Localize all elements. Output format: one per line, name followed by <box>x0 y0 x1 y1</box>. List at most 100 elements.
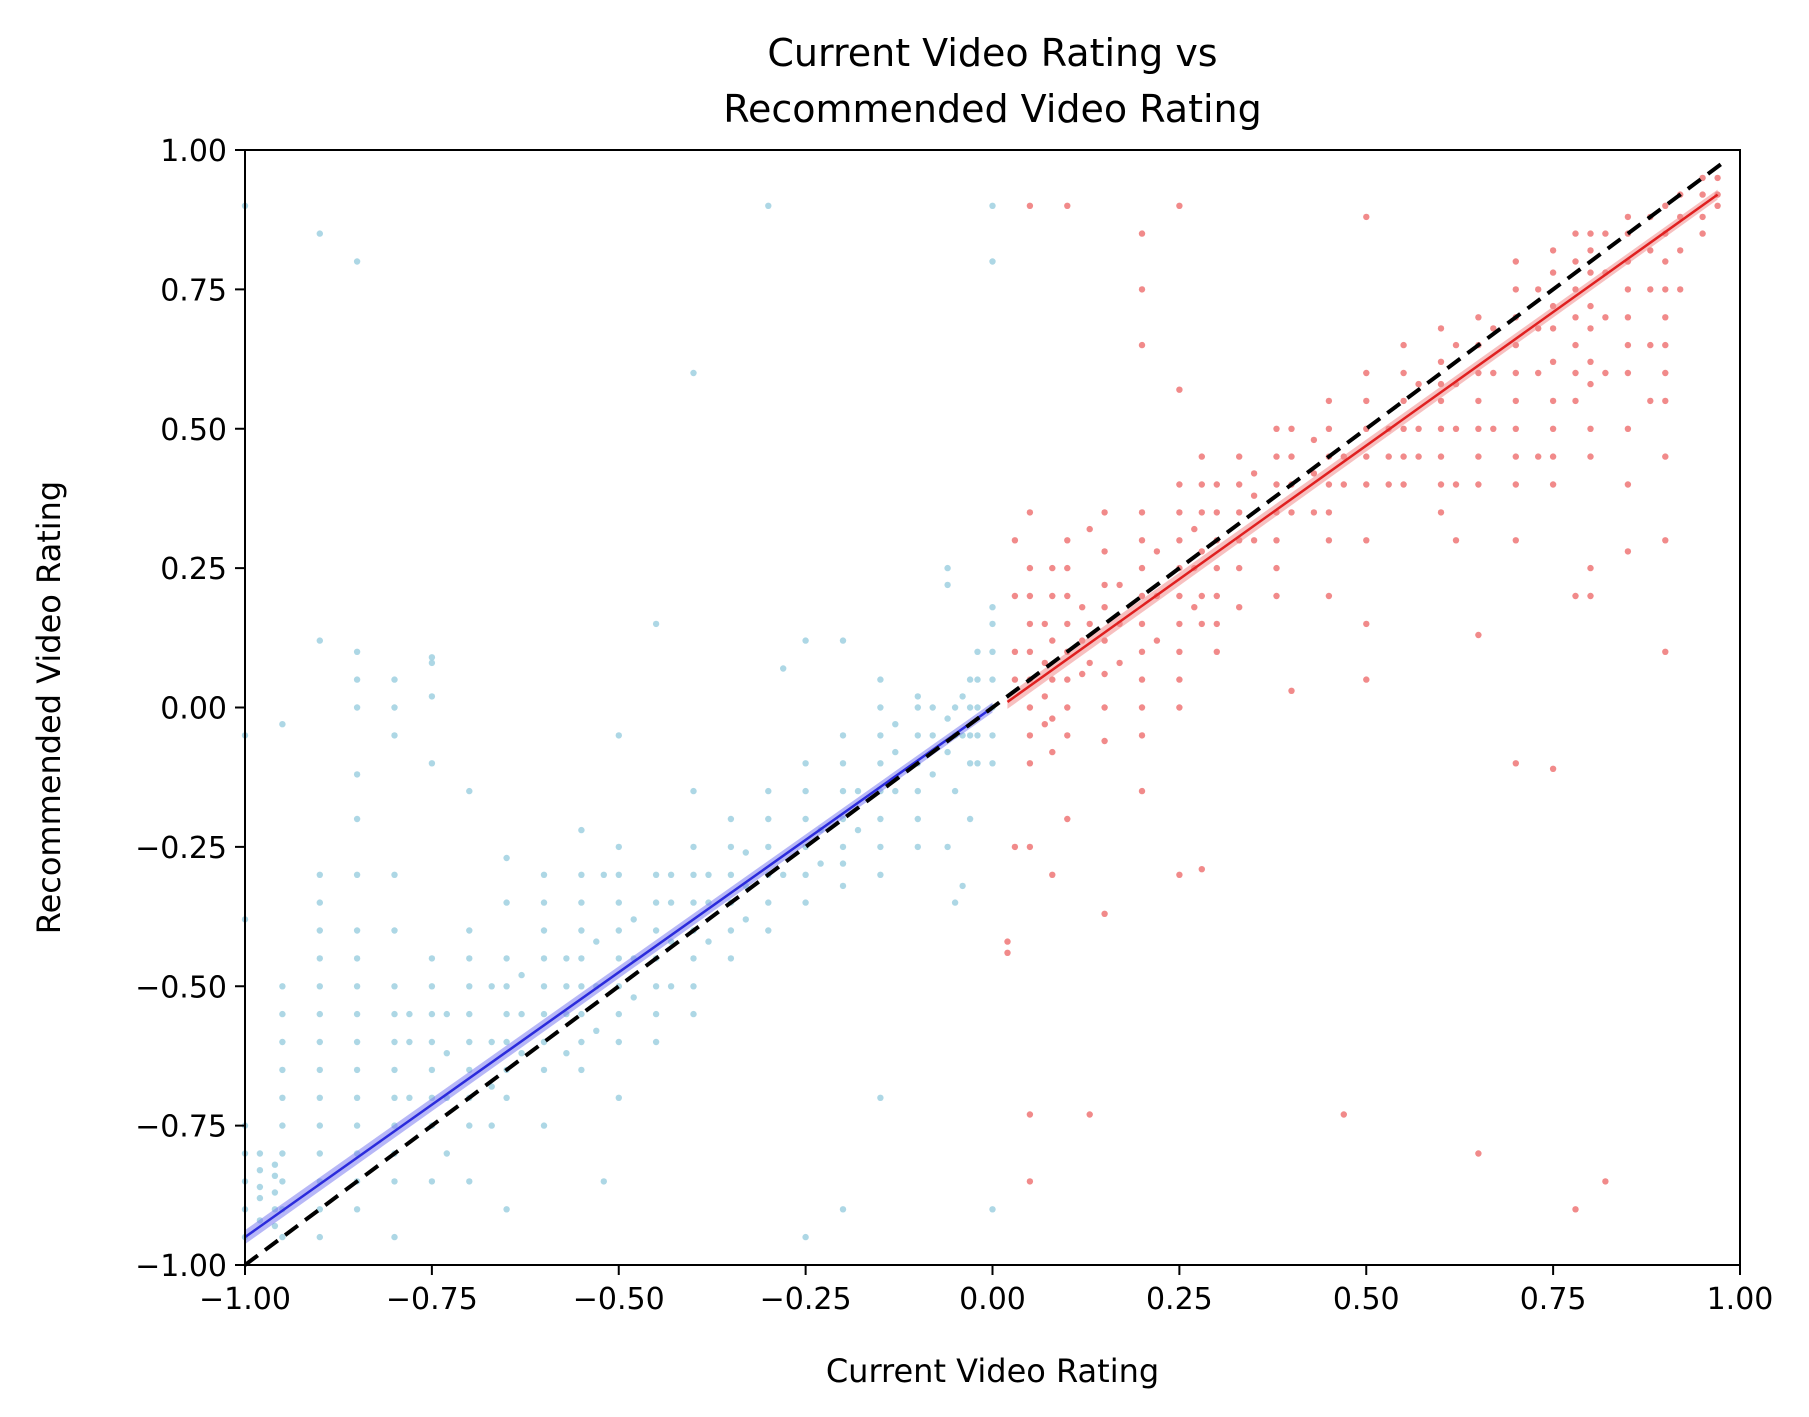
data-point-s1-14 <box>1026 704 1034 711</box>
data-point-s0-256 <box>959 882 966 890</box>
data-point-s1-146 <box>1363 620 1370 628</box>
data-point-s1-177 <box>1475 425 1482 432</box>
data-point-s0-267 <box>974 676 981 683</box>
data-point-s1-133 <box>1325 509 1333 516</box>
data-point-s1-134 <box>1325 537 1333 544</box>
data-point-s0-246 <box>929 704 936 711</box>
data-point-s1-263 <box>1677 247 1684 254</box>
data-point-s1-27 <box>1049 676 1056 683</box>
data-point-s1-43 <box>1079 670 1086 678</box>
data-point-s1-52 <box>1101 670 1108 678</box>
data-point-s1-161 <box>1437 358 1445 365</box>
data-point-s0-21 <box>279 1150 286 1157</box>
data-point-s0-217 <box>839 843 847 851</box>
data-point-s1-61 <box>1138 286 1146 293</box>
data-point-s1-102 <box>1213 592 1221 600</box>
data-point-s0-88 <box>428 760 436 767</box>
data-point-s0-131 <box>563 1050 570 1057</box>
data-point-s0-258 <box>959 693 966 700</box>
data-point-s1-11 <box>1026 620 1034 628</box>
data-point-s0-166 <box>652 927 660 934</box>
data-point-s0-102 <box>466 983 473 990</box>
data-point-s0-225 <box>877 1094 884 1102</box>
reference-line <box>243 159 1727 1267</box>
data-point-s0-92 <box>443 1150 450 1157</box>
data-point-s1-235 <box>1624 213 1632 221</box>
data-point-s1-5 <box>1011 592 1019 600</box>
data-point-s0-120 <box>518 1010 525 1018</box>
data-point-s1-153 <box>1400 397 1407 405</box>
data-point-s1-129 <box>1325 397 1333 405</box>
fit-line-1 <box>1006 193 1719 703</box>
data-point-s1-112 <box>1250 492 1258 499</box>
data-point-s1-171 <box>1452 481 1460 488</box>
data-point-s0-185 <box>705 871 712 878</box>
data-point-s1-240 <box>1624 341 1632 349</box>
data-point-s0-180 <box>690 843 697 851</box>
data-point-s0-222 <box>839 637 847 644</box>
data-point-s0-224 <box>854 787 862 795</box>
data-point-s0-276 <box>989 1206 996 1213</box>
data-point-s1-21 <box>1041 659 1049 667</box>
data-point-s0-33 <box>316 1122 323 1129</box>
data-point-s0-142 <box>578 871 585 878</box>
data-point-s0-126 <box>540 983 548 990</box>
data-point-s1-208 <box>1549 481 1557 488</box>
data-point-s0-144 <box>593 1027 600 1035</box>
data-point-s1-168 <box>1452 341 1460 349</box>
data-point-s0-250 <box>944 581 951 589</box>
data-point-s0-40 <box>316 927 323 934</box>
data-point-s1-73 <box>1153 548 1161 555</box>
data-point-s0-263 <box>966 676 974 683</box>
data-point-s0-245 <box>929 732 936 739</box>
data-point-s0-45 <box>353 1206 361 1213</box>
data-point-s0-86 <box>428 983 436 990</box>
data-point-s1-221 <box>1587 269 1594 276</box>
data-point-s0-68 <box>391 1066 398 1074</box>
data-point-s1-143 <box>1363 453 1370 460</box>
data-point-s0-253 <box>951 787 959 795</box>
data-point-s0-27 <box>279 983 286 990</box>
data-point-s0-164 <box>652 983 660 990</box>
data-point-s0-228 <box>877 815 884 823</box>
data-point-s1-249 <box>1647 397 1654 405</box>
data-point-s0-242 <box>914 704 921 711</box>
data-point-s0-18 <box>279 1233 286 1241</box>
data-point-s1-121 <box>1288 425 1295 432</box>
data-point-s0-127 <box>540 955 548 962</box>
data-point-s0-148 <box>600 871 607 878</box>
data-point-s1-71 <box>1138 732 1146 739</box>
data-point-s1-267 <box>1699 213 1706 221</box>
data-point-s0-190 <box>727 843 735 851</box>
x-tick-label: −0.50 <box>573 1282 665 1317</box>
data-point-s0-13 <box>271 1222 279 1230</box>
data-point-s1-158 <box>1415 425 1422 432</box>
data-point-s1-85 <box>1176 676 1183 683</box>
data-point-s0-210 <box>802 1233 809 1241</box>
data-point-s0-220 <box>839 760 847 767</box>
data-point-s0-53 <box>353 983 361 990</box>
x-tick-label: 0.00 <box>959 1282 1026 1317</box>
data-point-s0-35 <box>316 1066 323 1074</box>
data-point-s0-70 <box>391 1010 398 1018</box>
data-point-s1-163 <box>1437 397 1445 405</box>
data-point-s0-76 <box>391 676 398 683</box>
data-point-s0-260 <box>966 760 974 767</box>
data-point-s0-101 <box>466 1010 473 1018</box>
data-point-s1-256 <box>1662 369 1669 377</box>
data-point-s1-84 <box>1176 648 1183 655</box>
data-point-s0-95 <box>443 1010 450 1018</box>
data-point-s0-235 <box>892 748 899 756</box>
data-point-s0-233 <box>877 676 884 683</box>
data-point-s1-132 <box>1325 481 1333 488</box>
data-point-s0-91 <box>428 654 436 661</box>
data-point-s1-67 <box>1138 620 1146 628</box>
data-point-s1-227 <box>1587 453 1594 460</box>
y-tick-label: 0.25 <box>160 552 227 587</box>
data-point-s0-77 <box>406 1094 413 1102</box>
data-point-s0-11 <box>256 1167 264 1174</box>
data-point-s0-175 <box>690 983 697 990</box>
data-point-s1-225 <box>1587 380 1594 388</box>
data-point-s0-96 <box>466 1178 473 1185</box>
data-point-s1-241 <box>1624 369 1632 377</box>
